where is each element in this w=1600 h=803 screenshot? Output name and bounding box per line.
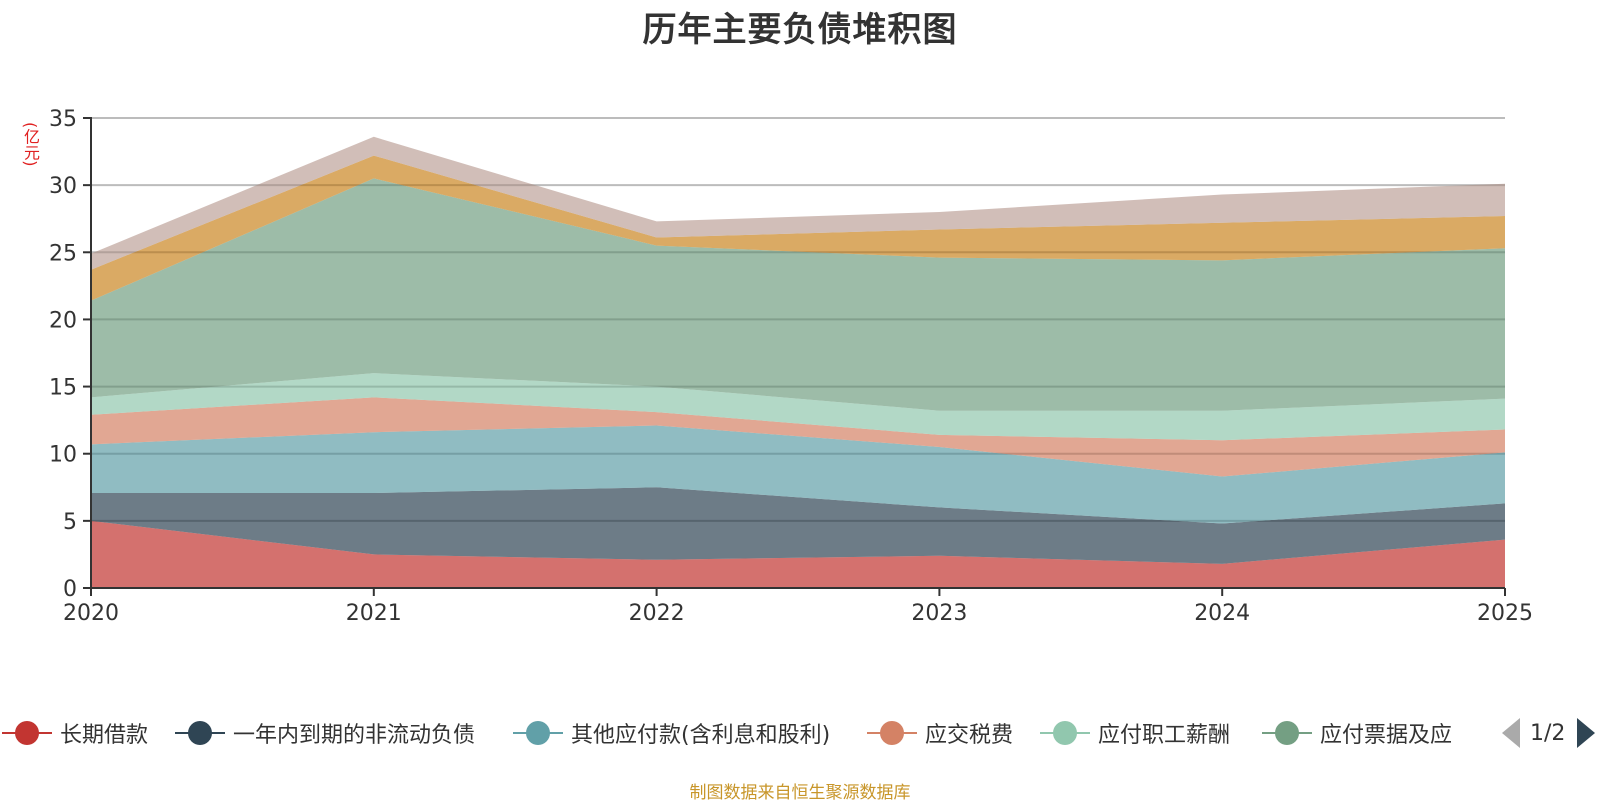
legend-label: 一年内到期的非流动负债: [233, 723, 476, 748]
legend-label: 应交税费: [925, 723, 1014, 748]
legend-marker-icon: [1040, 721, 1090, 745]
y-axis-unit-label: (亿元): [21, 122, 40, 167]
area-series-4[interactable]: [91, 397, 1505, 477]
x-tick-label: 2020: [63, 601, 119, 626]
y-tick-label: 15: [49, 376, 77, 401]
chart-title: 历年主要负债堆积图: [642, 10, 958, 50]
legend-marker-icon: [867, 721, 917, 745]
legend-label: 长期借款: [60, 723, 149, 748]
legend-next-page-icon[interactable]: [1577, 718, 1596, 748]
legend: 长期借款 一年内到期的非流动负债 其他应付款(含利息和股利) 应交税费 应付职工…: [0, 716, 1600, 750]
area-series-8[interactable]: [91, 136, 1505, 270]
y-tick-label: 10: [49, 443, 77, 468]
y-tick-label: 5: [63, 510, 77, 535]
legend-item-other-payables[interactable]: 其他应付款(含利息和股利): [513, 716, 830, 750]
legend-marker-icon: [2, 721, 52, 745]
y-tick-label: 25: [49, 241, 77, 266]
y-tick-label: 0: [63, 577, 77, 602]
legend-marker-icon: [513, 721, 563, 745]
legend-item-taxes-payable[interactable]: 应交税费: [867, 716, 1013, 750]
area-series-7[interactable]: [91, 155, 1505, 301]
x-tick-label: 2025: [1477, 601, 1533, 626]
area-series-2[interactable]: [91, 487, 1505, 564]
legend-item-long-term-loans[interactable]: 长期借款: [2, 716, 148, 750]
x-tick-label: 2023: [911, 601, 967, 626]
legend-label: 应付票据及应: [1320, 723, 1453, 748]
legend-page-indicator: 1/2: [1530, 720, 1566, 746]
x-tick-label: 2024: [1194, 601, 1250, 626]
legend-label: 其他应付款(含利息和股利): [571, 723, 831, 748]
legend-item-employee-payables[interactable]: 应付职工薪酬: [1040, 716, 1230, 750]
x-tick-label: 2022: [629, 601, 685, 626]
legend-label: 应付职工薪酬: [1098, 723, 1231, 748]
area-series-3[interactable]: [91, 425, 1505, 524]
legend-prev-page-icon[interactable]: [1502, 718, 1520, 748]
y-tick-label: 35: [49, 107, 77, 132]
area-series-6[interactable]: [91, 178, 1505, 411]
x-tick-label: 2021: [346, 601, 402, 626]
area-series-1[interactable]: [91, 520, 1505, 588]
area-series: [91, 117, 1505, 588]
y-tick-label: 30: [49, 174, 77, 199]
legend-marker-icon: [1262, 721, 1312, 745]
legend-marker-icon: [175, 721, 225, 745]
area-series-5[interactable]: [91, 373, 1505, 441]
legend-item-current-noncurrent-liabilities[interactable]: 一年内到期的非流动负债: [175, 716, 475, 750]
y-tick-label: 20: [49, 308, 77, 333]
legend-pager: 1/2: [1502, 716, 1596, 750]
source-note: 制图数据来自恒生聚源数据库: [689, 783, 911, 803]
legend-item-notes-accounts-payable[interactable]: 应付票据及应: [1262, 716, 1467, 750]
